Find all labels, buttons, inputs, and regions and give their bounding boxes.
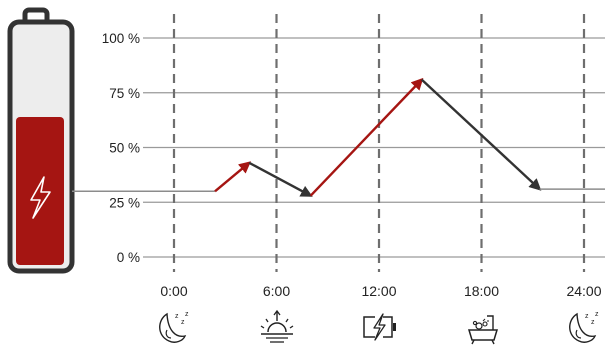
sunrise-icon [261,311,293,342]
svg-text:z: z [181,319,185,326]
y-tick-label: 100 % [102,31,140,46]
charging-battery-icon [364,314,396,340]
svg-text:z: z [185,311,189,318]
x-tick-label: 18:00 [464,283,499,299]
bathtub-icon [469,316,497,344]
svg-text:z: z [595,311,599,318]
y-axis-ticks: 0 % 25 % 50 % 75 % 100 % [102,31,140,265]
svg-text:z: z [175,313,179,320]
sleep-moon-icon: z z z [570,311,599,342]
vertical-gridlines [174,14,584,272]
x-tick-label: 24:00 [566,283,601,299]
time-icons: z z z [160,311,599,344]
svg-text:z: z [591,319,595,326]
y-tick-label: 75 % [109,86,140,101]
battery-level-series [215,80,605,196]
x-tick-label: 12:00 [361,283,396,299]
svg-text:z: z [585,313,589,320]
y-tick-label: 50 % [109,141,140,156]
battery-icon [10,10,72,271]
y-tick-label: 25 % [109,195,140,210]
charging-segment [311,80,422,196]
discharging-segment [249,163,310,196]
battery-charge-level [16,117,64,265]
x-tick-label: 6:00 [263,283,290,299]
x-tick-label: 0:00 [160,283,187,299]
charging-segment [215,163,249,191]
horizontal-gridlines [143,38,605,257]
x-axis-ticks: 0:00 6:00 12:00 18:00 24:00 [160,283,601,299]
y-tick-label: 0 % [117,250,140,265]
sleep-moon-icon: z z z [160,311,189,342]
